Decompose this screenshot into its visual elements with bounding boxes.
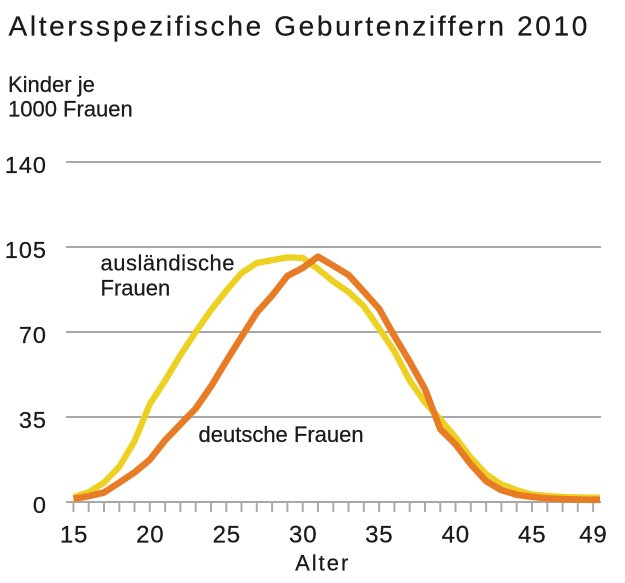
- svg-text:35: 35: [19, 407, 47, 433]
- svg-text:25: 25: [213, 522, 241, 549]
- svg-text:Frauen: Frauen: [101, 275, 171, 300]
- svg-text:Altersspezifische Geburtenziff: Altersspezifische Geburtenziffern 2010: [9, 10, 591, 41]
- svg-text:45: 45: [518, 522, 546, 549]
- svg-text:20: 20: [136, 522, 164, 549]
- svg-text:70: 70: [19, 322, 47, 348]
- svg-text:140: 140: [5, 152, 47, 178]
- svg-text:Kinder je: Kinder je: [8, 72, 95, 97]
- svg-text:Alter: Alter: [295, 551, 350, 576]
- svg-text:30: 30: [289, 522, 317, 549]
- svg-text:1000 Frauen: 1000 Frauen: [8, 97, 133, 122]
- svg-text:105: 105: [5, 237, 47, 263]
- svg-text:40: 40: [442, 522, 470, 549]
- svg-text:35: 35: [365, 522, 393, 549]
- svg-text:ausländische: ausländische: [101, 251, 235, 276]
- svg-text:0: 0: [33, 492, 47, 518]
- svg-text:49: 49: [579, 522, 607, 549]
- svg-text:deutsche Frauen: deutsche Frauen: [199, 422, 364, 447]
- svg-text:15: 15: [60, 522, 88, 549]
